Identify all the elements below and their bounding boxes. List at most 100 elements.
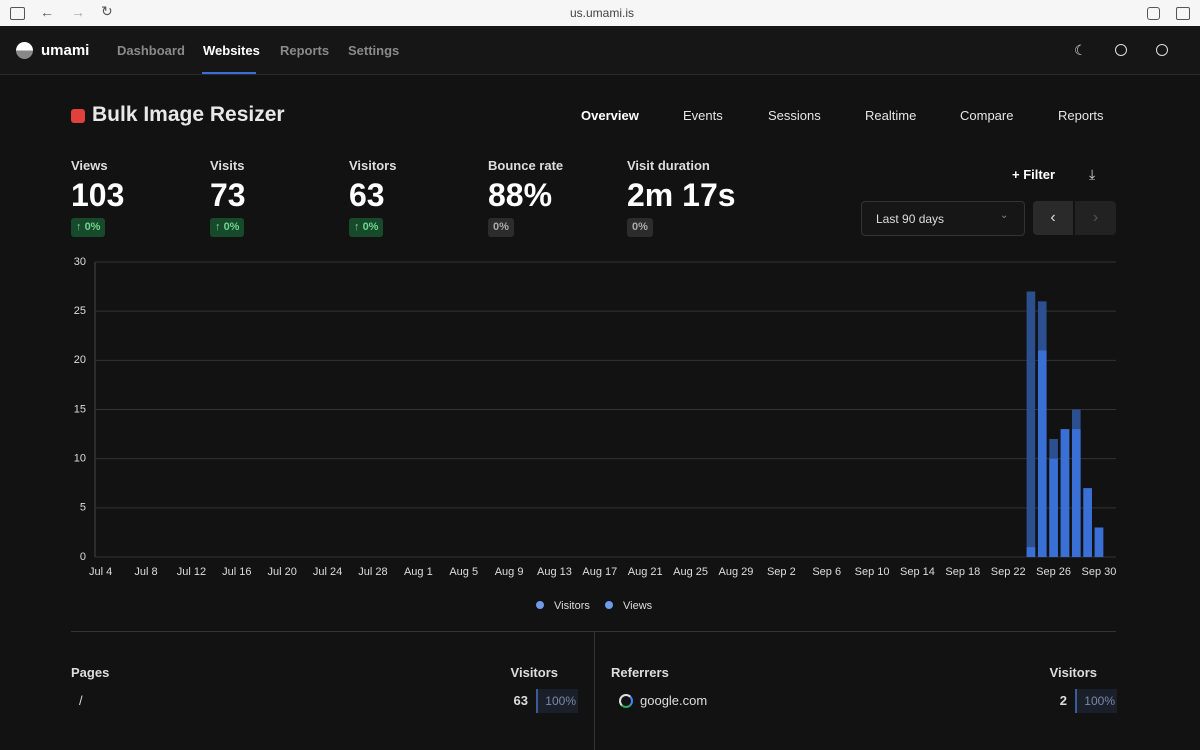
range-text: Last 90 days <box>876 212 945 226</box>
x-tick-label: Aug 9 <box>495 566 524 578</box>
metric-change: 0% <box>627 218 653 237</box>
tabs-icon[interactable] <box>1176 7 1190 20</box>
y-tick-label: 20 <box>74 354 86 366</box>
legend-label: Visitors <box>554 600 590 612</box>
x-tick-label: Jul 8 <box>134 566 157 578</box>
metric-change: 0% <box>488 218 514 237</box>
change-text: 0% <box>84 221 101 233</box>
referrer-name[interactable]: google.com <box>640 693 708 708</box>
sidebar-icon[interactable] <box>10 7 25 20</box>
divider <box>594 632 595 750</box>
y-tick-label: 30 <box>74 256 86 268</box>
legend-label: Views <box>623 600 653 612</box>
metric-value: 88% <box>488 177 553 213</box>
divider <box>71 631 1116 632</box>
tab[interactable]: Realtime <box>865 108 917 123</box>
tab[interactable]: Events <box>683 108 723 123</box>
legend-dot <box>605 601 613 609</box>
referrer-visitors: 2 <box>1059 693 1067 708</box>
forward-icon[interactable]: → <box>71 4 85 20</box>
x-tick-label: Aug 29 <box>719 566 754 578</box>
tab[interactable]: Overview <box>581 108 639 123</box>
brand[interactable]: umami <box>41 42 90 59</box>
bar <box>1026 291 1036 557</box>
referrer-percent: 100% <box>1075 689 1117 713</box>
bar <box>1026 547 1036 557</box>
x-tick-label: Aug 17 <box>582 566 617 578</box>
next-button[interactable]: › <box>1075 201 1116 235</box>
profile-icon[interactable] <box>1156 44 1168 56</box>
x-tick-label: Aug 13 <box>537 566 572 578</box>
filter-text: Filter <box>1023 167 1056 182</box>
reload-icon[interactable]: ↻ <box>101 3 113 19</box>
table-title: Referrers <box>611 665 669 680</box>
prev-button[interactable]: ‹ <box>1033 201 1073 235</box>
x-tick-label: Sep 30 <box>1082 566 1117 578</box>
x-tick-label: Sep 10 <box>855 566 890 578</box>
back-icon[interactable]: ← <box>40 4 54 20</box>
nav-item[interactable]: Reports <box>280 43 330 58</box>
x-tick-label: Sep 14 <box>900 566 935 578</box>
range-select[interactable]: Last 90 days ⌄ <box>861 201 1025 236</box>
theme-icon[interactable]: ☾ <box>1074 42 1087 58</box>
metric-value: 63 <box>349 177 385 213</box>
x-tick-label: Aug 25 <box>673 566 708 578</box>
y-tick-label: 0 <box>80 551 86 563</box>
x-tick-label: Jul 4 <box>89 566 112 578</box>
language-icon[interactable] <box>1115 44 1127 56</box>
table-column: Visitors <box>510 665 558 680</box>
legend-dot <box>536 601 544 609</box>
change-text: 0% <box>223 221 240 233</box>
x-tick-label: Aug 1 <box>404 566 433 578</box>
bar <box>1094 527 1104 557</box>
tab[interactable]: Compare <box>960 108 1014 123</box>
tab[interactable]: Reports <box>1058 108 1104 123</box>
metric-value: 2m 17s <box>627 177 736 213</box>
metric-label: Visit duration <box>627 158 710 173</box>
nav-item[interactable]: Settings <box>348 43 400 58</box>
x-tick-label: Jul 28 <box>358 566 387 578</box>
x-tick-label: Jul 16 <box>222 566 251 578</box>
metric-label: Bounce rate <box>488 158 564 173</box>
nav-bar: umami <box>0 26 1200 75</box>
nav-item[interactable]: Dashboard <box>117 43 185 58</box>
extension-icon[interactable] <box>1147 7 1160 20</box>
x-tick-label: Sep 2 <box>767 566 796 578</box>
metric-change: ↑ 0% <box>349 218 384 237</box>
tab[interactable]: Sessions <box>768 108 821 123</box>
x-tick-label: Aug 5 <box>449 566 478 578</box>
metric-change: ↑ 0% <box>210 218 245 237</box>
x-tick-label: Sep 18 <box>945 566 980 578</box>
metric-value: 103 <box>71 177 125 213</box>
url[interactable]: us.umami.is <box>570 6 635 20</box>
table-column: Visitors <box>1049 665 1097 680</box>
metric-value: 73 <box>210 177 246 213</box>
bar <box>1049 458 1058 557</box>
logo <box>16 42 33 59</box>
x-tick-label: Aug 21 <box>628 566 663 578</box>
browser-bar: ← → ↻ us.umami.is <box>0 0 1200 27</box>
x-tick-label: Sep 6 <box>812 566 841 578</box>
page-path[interactable]: / <box>79 693 83 708</box>
filter-button[interactable]: + Filter <box>1012 167 1056 182</box>
x-tick-label: Jul 12 <box>177 566 206 578</box>
page-visitors: 63 <box>513 693 528 708</box>
download-icon[interactable]: ⤓ <box>1089 166 1096 182</box>
bar <box>1083 488 1092 557</box>
bar <box>1071 429 1081 557</box>
metric-label: Visitors <box>349 158 397 173</box>
y-tick-label: 10 <box>74 453 86 465</box>
metric-change: ↑ 0% <box>71 218 106 237</box>
bar <box>1037 350 1047 557</box>
y-tick-label: 25 <box>74 305 86 317</box>
google-icon <box>619 694 633 708</box>
nav-item[interactable]: Websites <box>203 43 260 58</box>
y-tick-label: 5 <box>80 502 86 514</box>
metric-label: Visits <box>210 158 245 173</box>
table-title: Pages <box>71 665 110 680</box>
y-tick-label: 15 <box>74 403 86 415</box>
x-tick-label: Jul 20 <box>268 566 297 578</box>
change-text: 0% <box>362 221 379 233</box>
x-tick-label: Sep 22 <box>991 566 1026 578</box>
